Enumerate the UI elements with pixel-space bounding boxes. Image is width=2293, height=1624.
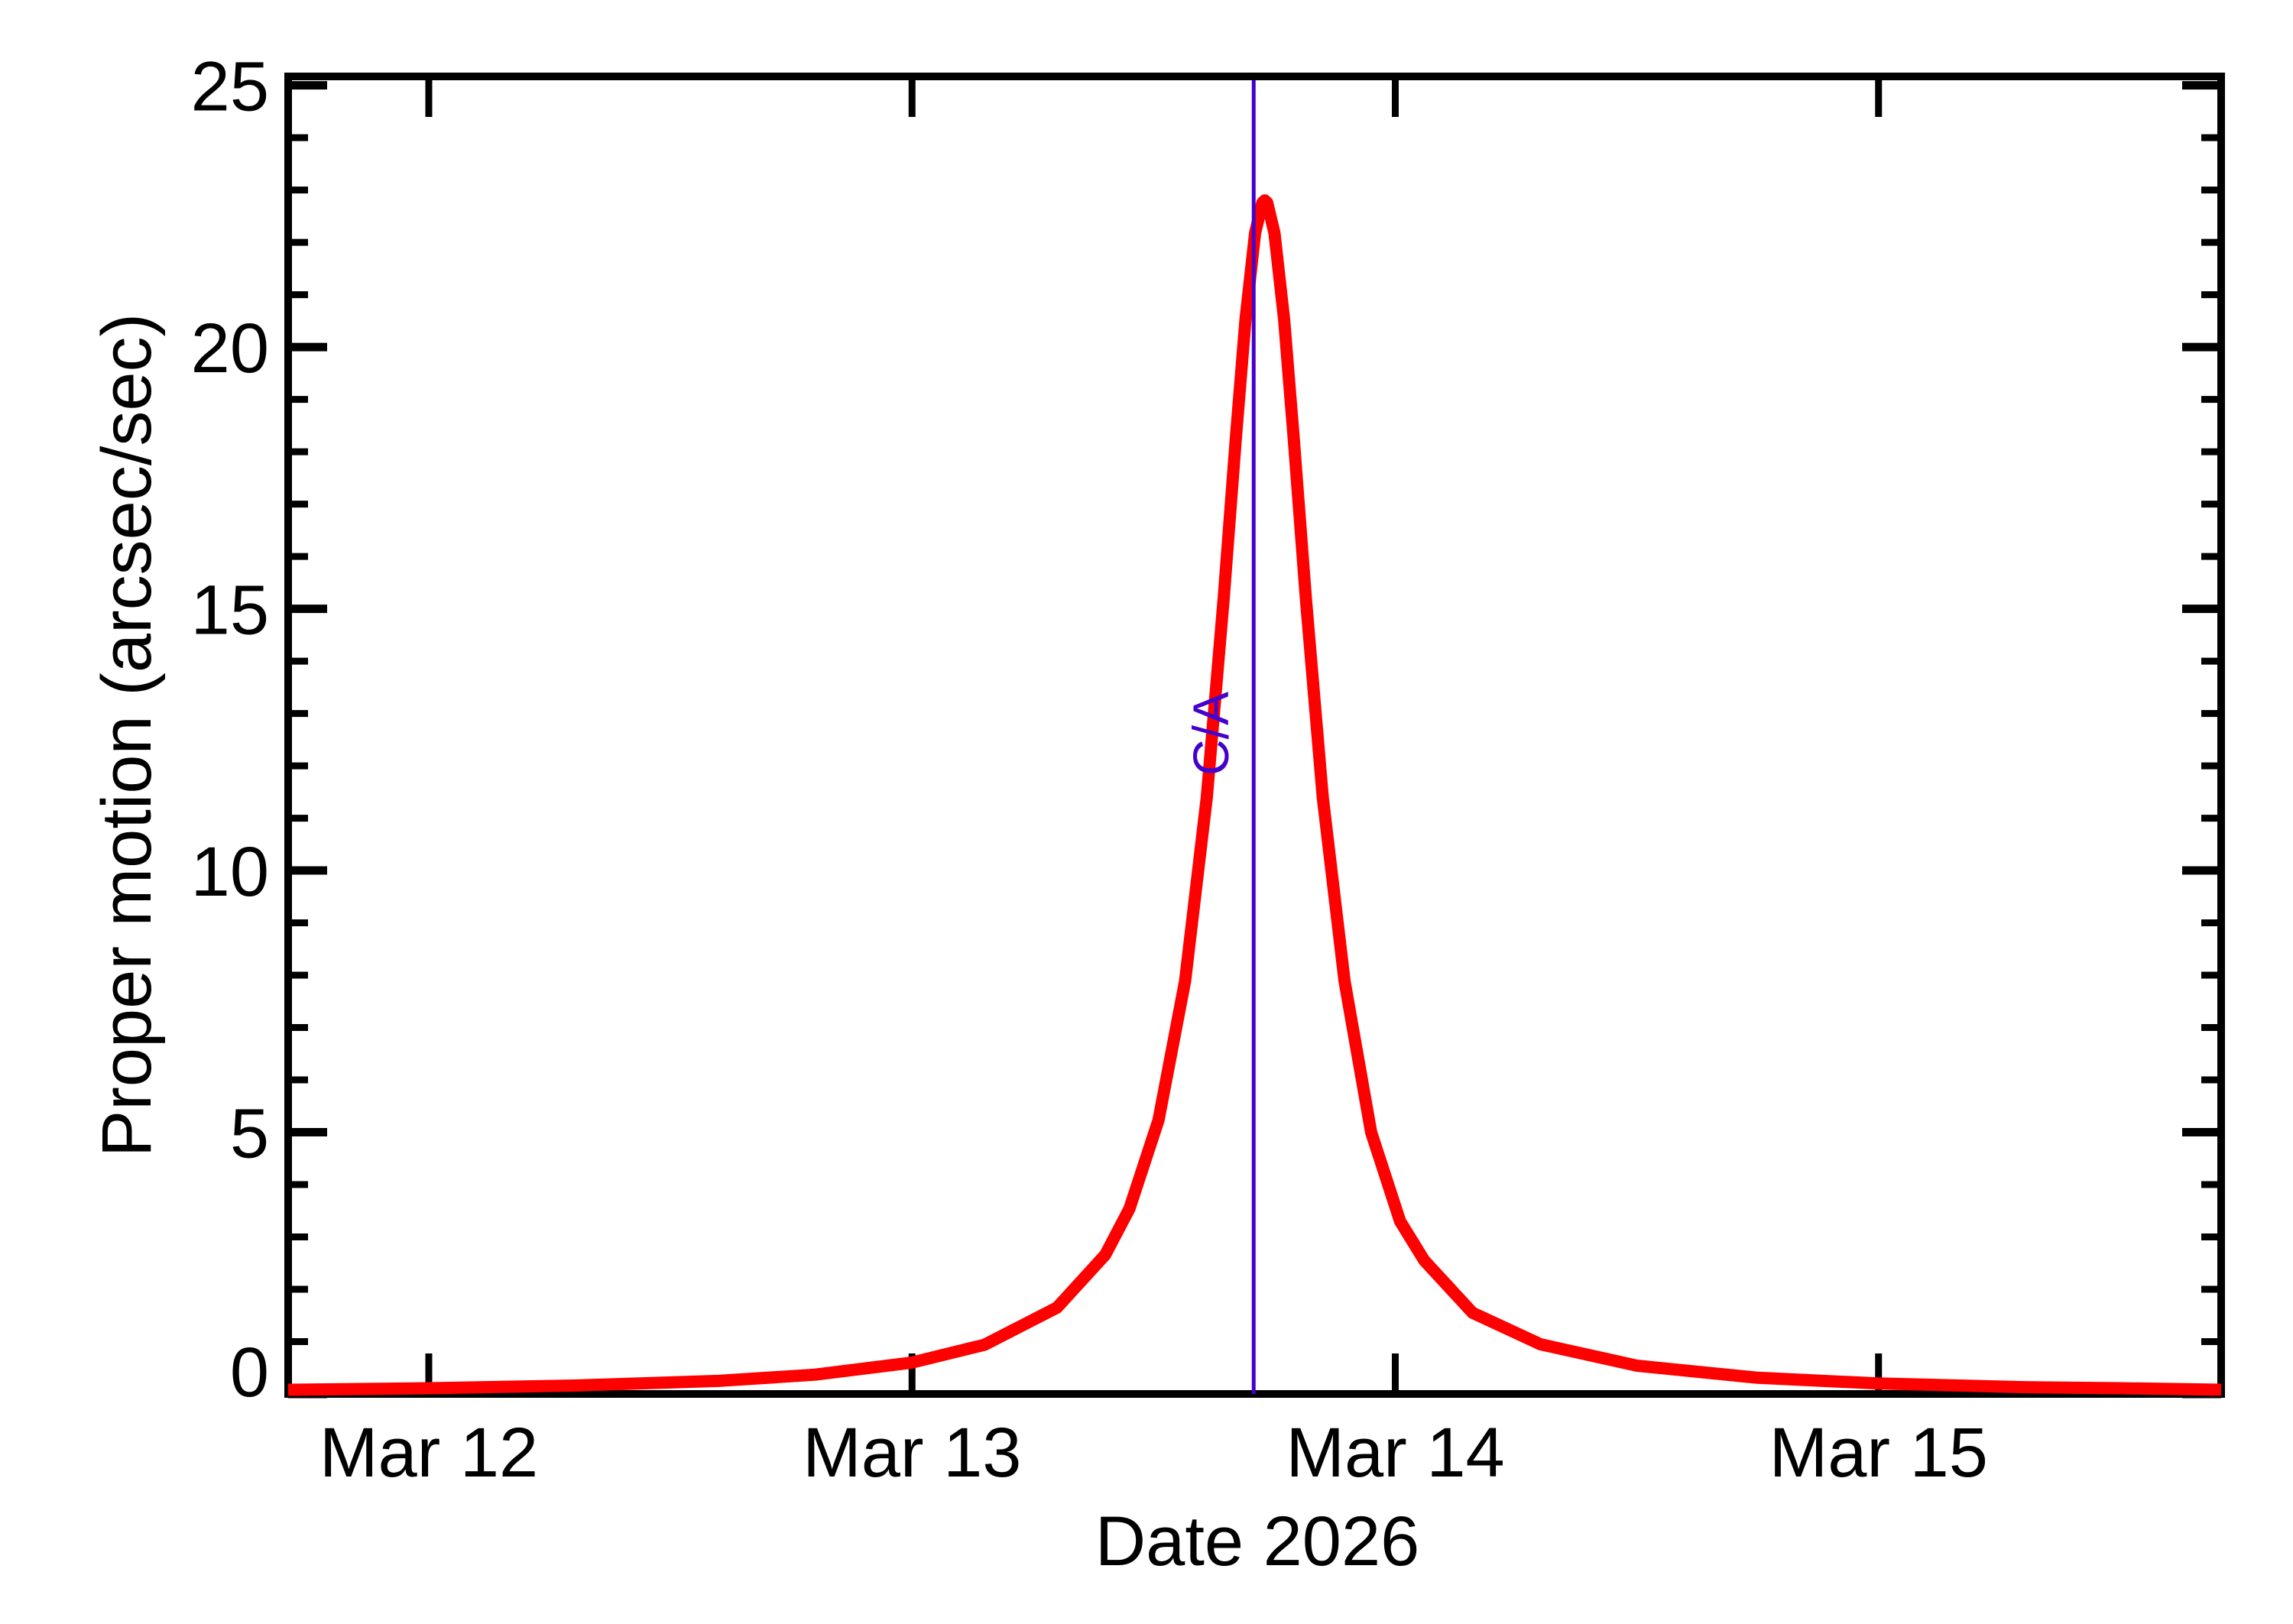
y-tick-label: 0 <box>230 1334 269 1412</box>
x-tick-label: Mar 14 <box>1286 1414 1504 1492</box>
y-tick-label: 20 <box>191 310 269 387</box>
y-tick-label: 10 <box>191 833 269 911</box>
proper-motion-curve <box>287 194 2222 1396</box>
tick-labels: 0 5 10 15 20 25 Mar 12 Mar 13 Mar 14 Mar 15 <box>191 48 1988 1492</box>
y-tick-label: 5 <box>230 1095 269 1173</box>
x-tick-label: Mar 13 <box>803 1414 1021 1492</box>
y-axis-title: Proper motion (arcsec/sec) <box>88 313 166 1157</box>
x-tick-label: Mar 15 <box>1769 1414 1988 1492</box>
axis-ticks <box>288 76 2221 1399</box>
x-axis-title: Date 2026 <box>1095 1502 1420 1580</box>
y-tick-label: 25 <box>191 48 269 126</box>
y-tick-label: 15 <box>191 572 269 650</box>
x-tick-label: Mar 12 <box>319 1414 538 1492</box>
closest-approach-label: C/A <box>1182 692 1239 776</box>
